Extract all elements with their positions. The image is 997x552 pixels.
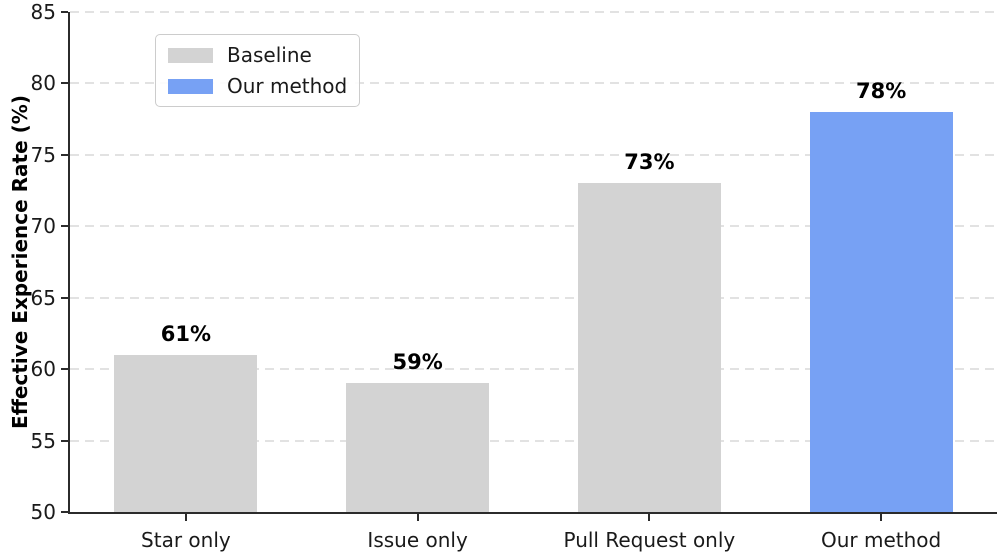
bar-our-method: [809, 112, 953, 512]
gridline-y-60: [70, 368, 997, 371]
bar-star-only: [114, 354, 258, 512]
gridline-y-70: [70, 225, 997, 228]
bar-value-label-issue-only: 59%: [392, 350, 443, 375]
gridline-y-55: [70, 439, 997, 442]
x-tick-4: [880, 514, 883, 521]
gridline-y-75: [70, 153, 997, 156]
y-tick-label-75: 75: [30, 142, 56, 167]
x-axis-spine: [68, 512, 997, 514]
legend-swatch-baseline: [168, 47, 213, 63]
legend-entry-baseline: Baseline: [168, 43, 347, 67]
bar-value-label-pull-request-only: 73%: [624, 150, 675, 175]
x-tick-label-issue-only: Issue only: [367, 528, 468, 552]
x-tick-3: [648, 514, 651, 521]
x-tick-label-star-only: Star only: [141, 528, 231, 552]
y-tick-label-55: 55: [30, 428, 56, 453]
gridline-y-80: [70, 82, 997, 85]
gridline-y-65: [70, 296, 997, 299]
y-tick-55: [61, 439, 68, 442]
x-tick-label-our-method: Our method: [821, 528, 942, 552]
y-tick-label-60: 60: [30, 357, 56, 382]
y-tick-label-50: 50: [30, 500, 56, 524]
y-tick-75: [61, 153, 68, 156]
legend-swatch-our-method: [168, 78, 213, 94]
y-tick-label-85: 85: [30, 0, 56, 24]
y-tick-label-65: 65: [30, 285, 56, 310]
plot-area: Baseline Our method 50 55 60 65 70 75 80 85 61% S…: [31, 2, 997, 552]
x-tick-2: [416, 514, 419, 521]
y-tick-70: [61, 225, 68, 228]
bar-pull-request-only: [577, 183, 721, 512]
y-tick-label-80: 80: [30, 71, 56, 96]
legend-entry-our-method: Our method: [168, 74, 347, 98]
bar-value-label-our-method: 78%: [855, 79, 907, 103]
bar-issue-only: [346, 383, 490, 512]
y-tick-80: [61, 82, 68, 85]
legend: Baseline Our method: [155, 34, 361, 107]
gridline-y-85: [70, 11, 997, 13]
y-axis-spine: [68, 12, 70, 514]
y-tick-85: [61, 11, 68, 13]
y-tick-label-70: 70: [30, 214, 56, 239]
legend-label-baseline: Baseline: [227, 43, 312, 67]
bar-value-label-star-only: 61%: [160, 321, 212, 346]
y-tick-60: [61, 368, 68, 371]
y-tick-50: [61, 511, 68, 513]
x-tick-label-pull-request-only: Pull Request only: [563, 528, 736, 552]
legend-label-our-method: Our method: [227, 74, 348, 98]
y-tick-65: [61, 296, 68, 299]
x-tick-1: [184, 514, 187, 521]
